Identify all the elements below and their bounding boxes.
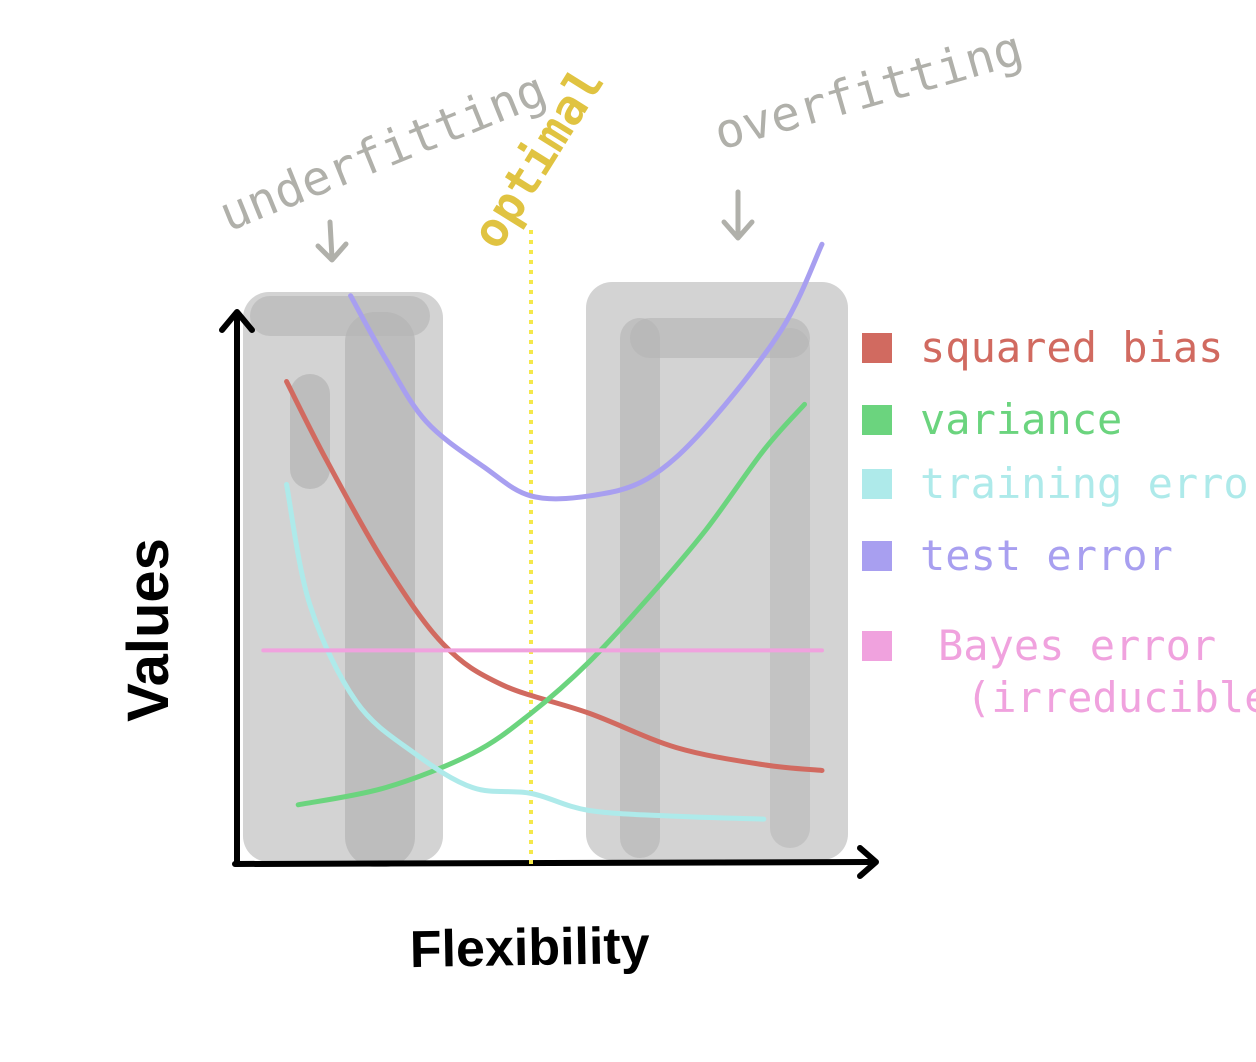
legend: squared bias variance training error test e… xyxy=(862,323,1256,722)
overfitting-label: overfitting xyxy=(708,20,1029,161)
test-error-legend-label: test error xyxy=(920,531,1173,580)
overfitting-arrow xyxy=(721,189,755,241)
x-axis xyxy=(232,859,873,867)
test-error-legend-swatch xyxy=(862,541,892,571)
squared-bias-legend-swatch xyxy=(862,333,892,363)
series-group xyxy=(261,241,825,822)
squared-bias-legend-label: squared bias xyxy=(920,323,1223,372)
variance-legend-swatch xyxy=(862,405,892,435)
y-axis-label: Values xyxy=(116,538,181,722)
x-axis-label: Flexibility xyxy=(409,917,650,979)
bayes-error-irreducible-legend-swatch xyxy=(862,631,892,661)
axes xyxy=(219,309,879,879)
underfitting-arrow xyxy=(315,219,349,263)
variance-line xyxy=(295,401,808,808)
squared-bias-line xyxy=(284,379,825,773)
test-error-line xyxy=(348,241,825,502)
training-error-legend-label: training error xyxy=(920,459,1256,508)
overfitting-annotation: overfitting xyxy=(708,20,1029,241)
training-error-legend-swatch xyxy=(862,469,892,499)
x-axis-arrow xyxy=(857,845,879,879)
variance-legend-label: variance xyxy=(920,395,1122,444)
overfitting-region xyxy=(586,282,848,860)
underfitting-region xyxy=(243,292,443,867)
bayes-error-irreducible-legend-label: Bayes error(irreducible) xyxy=(938,621,1256,722)
training-error-line xyxy=(284,481,767,822)
y-axis-arrow xyxy=(219,309,255,333)
